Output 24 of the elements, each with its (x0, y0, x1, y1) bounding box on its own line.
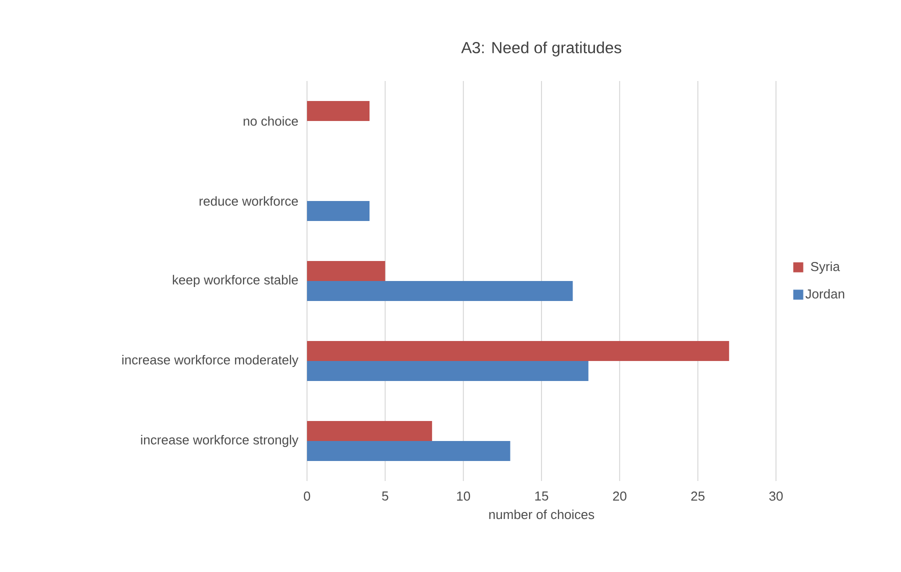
chart-title: A3: Need of gratitudes (461, 42, 622, 56)
bar (307, 420, 432, 441)
x-tick-label: 10 (457, 492, 470, 501)
bar (307, 340, 730, 361)
x-axis-title: number of choices (489, 510, 594, 520)
bar (307, 360, 588, 381)
bar (307, 200, 370, 221)
x-tick-label: 25 (691, 492, 705, 501)
x-tick-label: 15 (535, 492, 548, 501)
x-tick-label: 0 (304, 492, 310, 501)
bar (307, 101, 370, 121)
x-tick-label: 20 (613, 492, 626, 501)
x-tick-label: 30 (769, 492, 783, 501)
bar (307, 280, 573, 301)
legend-label: Syria (810, 262, 840, 274)
bar (307, 440, 510, 461)
x-tick-label: 5 (382, 492, 388, 501)
y-tick-label: increase workforce strongly (141, 434, 298, 448)
y-tick-label: increase workforce moderately (122, 354, 298, 368)
y-tick-label: reduce workforce (200, 196, 298, 206)
y-tick-label: no choice (244, 116, 298, 126)
y-tick-label: keep workforce stable (172, 274, 298, 288)
bar (307, 260, 386, 281)
legend-label: Jordan (805, 288, 844, 299)
